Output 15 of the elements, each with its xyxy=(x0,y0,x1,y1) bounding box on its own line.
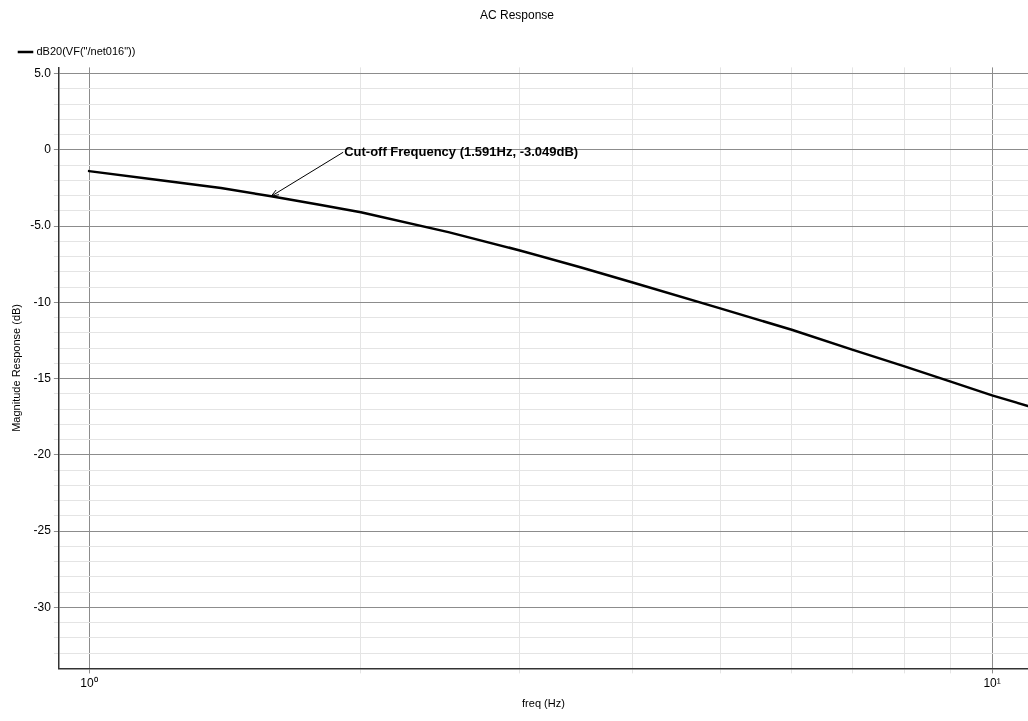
x-tick-label: 10¹ xyxy=(983,675,1001,690)
y-tick-label: -20 xyxy=(33,447,52,462)
y-tick-label: -30 xyxy=(33,599,52,614)
y-tick-label: -5.0 xyxy=(30,218,52,233)
x-tick-label: 10⁰ xyxy=(80,675,98,690)
x-axis-title: freq (Hz) xyxy=(522,697,565,710)
y-tick-label: 5.0 xyxy=(34,65,52,80)
annotation: Cut-off Frequency (1.591Hz, -3.049dB) xyxy=(344,143,579,159)
y-axis-title: Magnitude Response (dB) xyxy=(9,304,22,432)
chart-title: AC Response xyxy=(479,7,555,22)
legend-label: dB20(VF("/net016")) xyxy=(36,44,136,57)
y-tick-label: -10 xyxy=(33,294,52,309)
y-tick-label: -25 xyxy=(33,523,52,538)
y-tick-label: -15 xyxy=(33,370,52,385)
y-tick-label: 0 xyxy=(44,142,52,157)
